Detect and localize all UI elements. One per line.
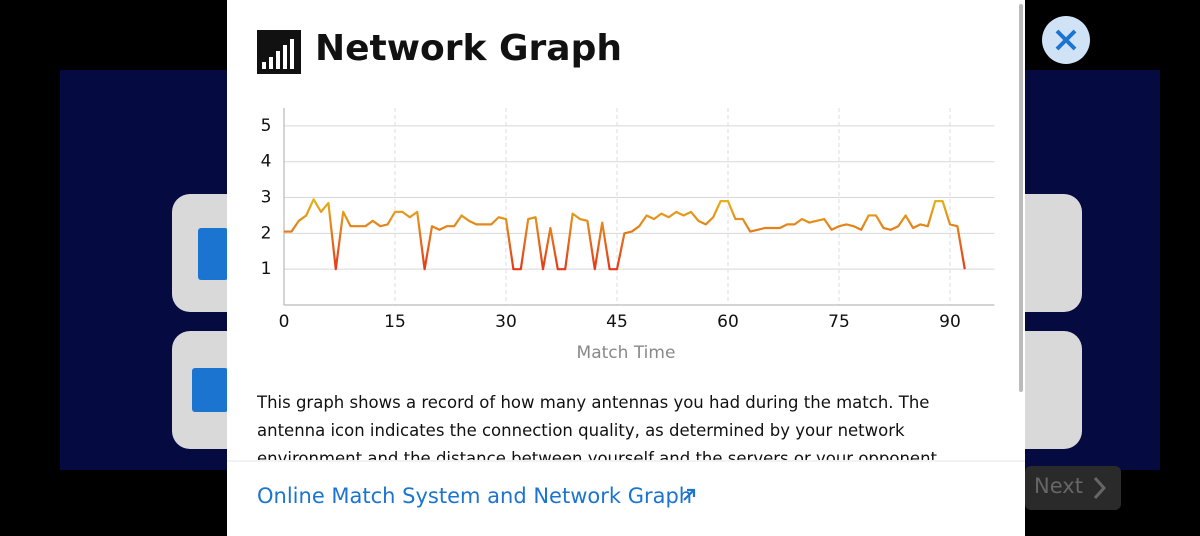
y-tick-label: 2 bbox=[261, 223, 272, 243]
description: This graph shows a record of how many an… bbox=[257, 393, 943, 460]
next-label[interactable]: Next bbox=[1034, 474, 1083, 498]
help-link[interactable]: Online Match System and Network Graph bbox=[257, 484, 693, 508]
signal-icon bbox=[257, 30, 301, 74]
x-tick-label: 0 bbox=[279, 312, 290, 332]
next-button[interactable] bbox=[1025, 466, 1121, 510]
card-icon bbox=[192, 368, 228, 412]
scrollbar bbox=[1019, 4, 1023, 392]
x-tick-label: 60 bbox=[717, 312, 739, 332]
x-tick-label: 15 bbox=[384, 312, 406, 332]
x-tick-label: 90 bbox=[939, 312, 961, 332]
x-tick-label: 45 bbox=[606, 312, 628, 332]
x-tick-label: 75 bbox=[828, 312, 850, 332]
x-tick-label: 30 bbox=[495, 312, 517, 332]
y-tick-label: 1 bbox=[261, 259, 272, 279]
card-icon bbox=[198, 228, 228, 280]
y-tick-label: 5 bbox=[261, 116, 272, 136]
y-tick-label: 4 bbox=[261, 152, 272, 172]
next-arrow bbox=[1093, 476, 1107, 500]
external-link-icon bbox=[683, 488, 696, 501]
x-axis-label: Match Time bbox=[577, 343, 676, 363]
dialog bbox=[227, 0, 1025, 536]
y-tick-label: 3 bbox=[261, 188, 272, 208]
network-line bbox=[284, 198, 966, 271]
close-icon bbox=[1055, 29, 1077, 51]
dialog-title: Network Graph bbox=[315, 28, 622, 69]
